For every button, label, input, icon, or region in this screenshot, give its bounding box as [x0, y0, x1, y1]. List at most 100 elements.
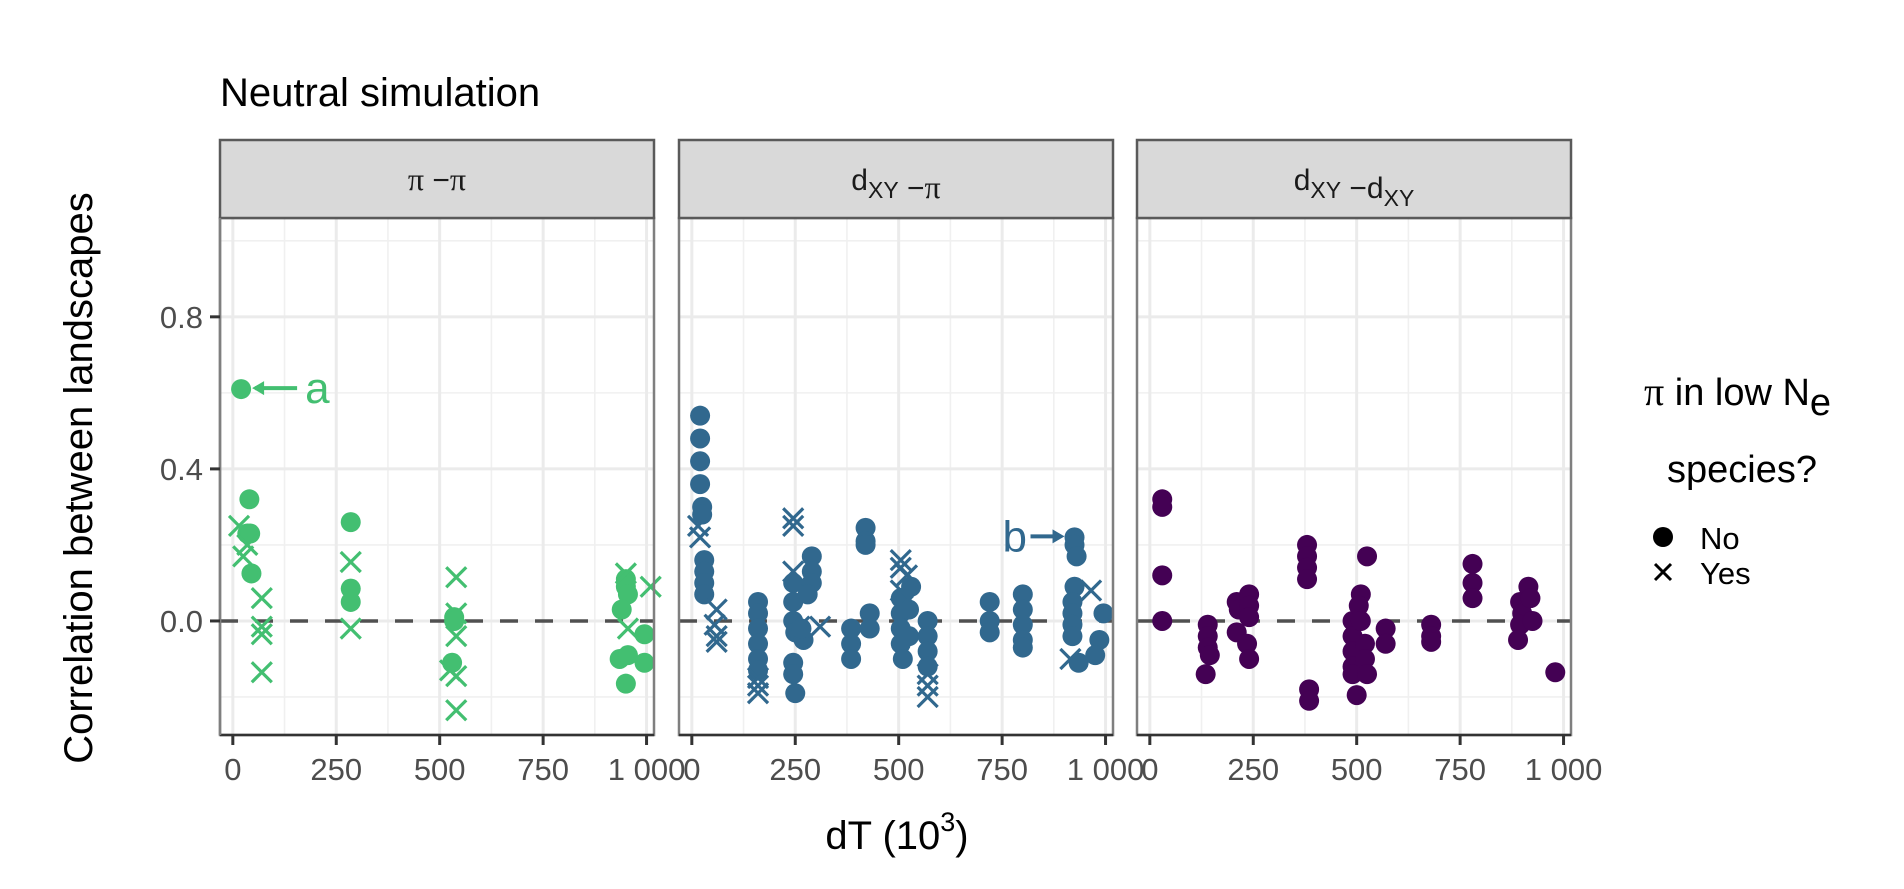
- facet-strip: [677, 138, 1115, 220]
- data-point-yes: [445, 602, 468, 625]
- data-point-no: [1012, 614, 1033, 635]
- strip-subscript: XY: [1310, 177, 1341, 203]
- data-point-no: [892, 648, 913, 669]
- panel-1: a π −π 0 250 500 750 1 000 0.0 0.4 0.8: [160, 138, 685, 787]
- data-point-no: [783, 664, 804, 685]
- x-tick-label: 750: [1434, 752, 1486, 787]
- data-point-yes: [916, 685, 939, 709]
- data-point-yes: [250, 661, 273, 684]
- data-point-yes: [232, 545, 255, 568]
- data-point-no: [1199, 645, 1220, 666]
- data-point-yes: [891, 594, 914, 617]
- legend-label-no: No: [1700, 521, 1740, 556]
- x-axis-title-superscript: 3: [940, 807, 955, 837]
- data-point-no: [748, 660, 769, 681]
- legend-key-no-circle: [1653, 527, 1673, 547]
- data-point-no: [1089, 629, 1110, 650]
- data-point-no: [859, 618, 880, 639]
- data-point-no: [901, 576, 922, 597]
- x-tick-label: 0: [224, 752, 241, 787]
- annotation-label-b: b: [1003, 512, 1027, 561]
- data-point-yes-stroke: [639, 575, 662, 598]
- data-point-yes: [639, 575, 662, 598]
- legend-title-subscript: e: [1810, 382, 1831, 424]
- x-tick-label: 750: [517, 752, 569, 787]
- data-point-no: [617, 645, 638, 666]
- data-point-yes-stroke: [616, 617, 640, 640]
- data-point-no: [1348, 595, 1369, 616]
- facet-strip-label: dXY −dXY: [1294, 164, 1415, 211]
- data-point-yes: [1079, 579, 1103, 602]
- chart-title: Neutral simulation: [220, 71, 540, 115]
- data-point-yes: [614, 562, 637, 585]
- data-point-yes: [782, 514, 805, 538]
- data-point-no: [634, 652, 655, 673]
- data-point-yes-stroke: [445, 602, 468, 625]
- data-point-yes: [788, 615, 811, 638]
- data-point-yes-stroke: [686, 514, 710, 538]
- data-point-no: [1012, 637, 1033, 658]
- data-point-no: [1342, 664, 1363, 685]
- data-point-no: [692, 504, 713, 525]
- data-point-no: [1297, 569, 1318, 590]
- data-point-no: [1522, 610, 1543, 631]
- strip-text-part: −: [424, 164, 450, 197]
- data-point-no: [231, 379, 252, 400]
- data-point-no: [899, 599, 920, 620]
- panel-background: [220, 218, 654, 735]
- data-point-no: [797, 584, 818, 605]
- data-point-yes: [445, 625, 468, 648]
- x-tick-label: 250: [1227, 752, 1279, 787]
- data-point-no: [1545, 662, 1566, 683]
- data-point-yes-stroke: [445, 699, 468, 722]
- data-point-yes-stroke: [688, 526, 712, 549]
- data-point-yes-stroke: [782, 514, 805, 538]
- data-point-no: [979, 591, 1000, 612]
- x-axis-title: dT (103): [825, 807, 968, 858]
- data-point-no: [917, 626, 938, 647]
- data-point-no: [1064, 576, 1085, 597]
- data-point-yes: [339, 550, 362, 574]
- strip-text-part: −d: [1341, 172, 1384, 205]
- data-point-yes: [889, 549, 912, 572]
- data-point-yes-stroke: [889, 549, 912, 572]
- data-point-yes-stroke: [891, 594, 914, 617]
- data-point-yes: [688, 526, 712, 549]
- data-point-yes: [445, 699, 468, 722]
- data-point-yes-stroke: [705, 625, 728, 648]
- data-point-no: [841, 633, 862, 654]
- data-point-yes: [445, 664, 468, 688]
- data-point-no: [841, 648, 862, 669]
- data-point-no: [239, 489, 260, 510]
- data-point-no: [841, 618, 862, 639]
- strip-symbol-pi: π: [408, 161, 424, 197]
- data-point-no: [1085, 645, 1106, 666]
- legend-title-text: in low N: [1664, 372, 1810, 414]
- data-point-yes: [616, 617, 640, 640]
- legend-title-line2: species?: [1667, 449, 1817, 491]
- strip-text-part: d: [851, 164, 868, 197]
- data-point-no: [855, 534, 876, 555]
- legend-key-yes-cross: [1653, 562, 1673, 582]
- data-point-no: [611, 599, 632, 620]
- strip-symbol-pi: π: [450, 161, 466, 197]
- strip-text-part: d: [1294, 164, 1311, 197]
- data-point-yes-stroke: [339, 617, 362, 640]
- facet-strip: [218, 138, 656, 220]
- data-point-yes-stroke: [895, 564, 919, 587]
- data-point-yes-stroke: [705, 630, 728, 653]
- data-point-yes-stroke: [250, 661, 273, 684]
- data-point-yes: [705, 630, 728, 653]
- data-point-no: [748, 603, 769, 624]
- data-point-no: [690, 451, 711, 472]
- data-point-no: [340, 591, 361, 612]
- x-axis-title-tail: ): [955, 814, 968, 858]
- x-tick-label: 250: [769, 752, 821, 787]
- data-point-no: [615, 673, 636, 694]
- data-point-no: [1354, 633, 1375, 654]
- data-point-no: [1239, 648, 1260, 669]
- legend-label-yes: Yes: [1700, 556, 1751, 591]
- data-point-yes-stroke: [339, 550, 362, 574]
